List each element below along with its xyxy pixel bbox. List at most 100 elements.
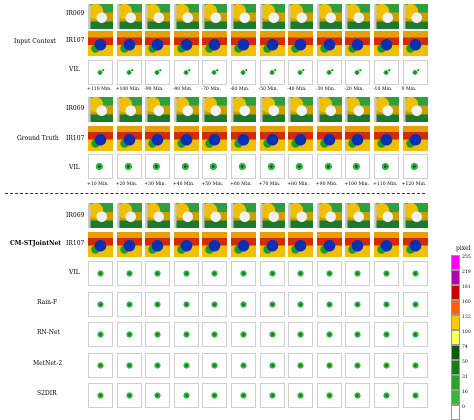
tile-ir107-model	[316, 232, 342, 257]
tile-vil-rainf	[288, 292, 314, 317]
tile-vil-rainf	[145, 292, 171, 317]
tile-ir069-input	[88, 4, 113, 29]
colorbar-tick-label: 255	[462, 255, 471, 260]
tile-vil-model	[288, 261, 314, 286]
tile-ir107-model	[345, 232, 371, 257]
tile-vil-s2dir	[231, 383, 256, 408]
tile-ir069-model	[88, 203, 113, 228]
tile-ir069-model	[116, 203, 142, 228]
tile-vil-gt	[316, 154, 342, 179]
tile-vil-metnet2	[374, 353, 399, 378]
input-time-label-1: +100 Min.	[115, 87, 141, 92]
tile-vil-s2dir	[202, 383, 228, 408]
output-time-label-1: +20 Min.	[115, 182, 138, 187]
tile-ir107-gt	[374, 126, 399, 151]
tile-vil-s2dir	[374, 383, 399, 408]
tile-vil-model	[173, 261, 199, 286]
tile-ir069-model	[316, 203, 342, 228]
section-divider	[5, 193, 425, 194]
tile-vil-metnet2	[202, 353, 228, 378]
output-time-label-5: +60 Min.	[230, 182, 252, 187]
tile-vil-s2dir	[259, 383, 285, 408]
colorbar-tick-label: 31	[462, 375, 468, 380]
tile-ir107-model	[288, 232, 314, 257]
tile-ir107-gt	[173, 126, 199, 151]
tile-ir069-model	[288, 203, 314, 228]
tile-ir069-gt	[145, 97, 171, 122]
tile-ir107-gt	[145, 126, 171, 151]
tile-vil-input	[402, 60, 428, 85]
tile-ir107-input	[374, 31, 399, 56]
tile-ir069-model	[202, 203, 228, 228]
tile-ir069-gt	[374, 97, 399, 122]
tile-ir107-input	[259, 31, 285, 56]
input-time-label-5: -60 Min.	[230, 87, 250, 92]
tile-vil-rainf	[345, 292, 371, 317]
colorbar-tick-label: 59	[462, 360, 468, 365]
section-label-input-context: Input Context	[14, 38, 57, 45]
tile-ir069-model	[374, 203, 399, 228]
tile-ir107-input	[173, 31, 199, 56]
tile-ir107-model	[374, 232, 399, 257]
tile-ir069-gt	[288, 97, 314, 122]
tile-vil-s2dir	[116, 383, 142, 408]
tile-vil-s2dir	[288, 383, 314, 408]
tile-ir107-gt	[259, 126, 285, 151]
colorbar-swatch	[451, 405, 460, 420]
tile-vil-gt	[402, 154, 428, 179]
output-time-label-9: +100 Min.	[344, 182, 370, 187]
tile-ir107-model	[173, 232, 199, 257]
colorbar-tick-label: 74	[462, 345, 468, 350]
input-time-label-11: 0 Min.	[401, 87, 417, 92]
tile-vil-rnnet	[88, 322, 113, 347]
tile-vil-rnnet	[202, 322, 228, 347]
tile-ir069-gt	[173, 97, 199, 122]
row-label-ir107-model: IR107	[66, 240, 85, 247]
colorbar-swatch	[451, 270, 460, 285]
section-label-model: CM-STJointNet	[10, 240, 62, 247]
tile-vil-model	[145, 261, 171, 286]
tile-vil-input	[259, 60, 285, 85]
tile-ir069-model	[345, 203, 371, 228]
tile-ir107-input	[288, 31, 314, 56]
colorbar-swatch	[451, 255, 460, 270]
tile-vil-rainf	[202, 292, 228, 317]
tile-vil-rainf	[402, 292, 428, 317]
row-label-ir069-model: IR069	[66, 212, 85, 219]
tile-vil-rainf	[231, 292, 256, 317]
tile-ir107-model	[402, 232, 428, 257]
tile-vil-gt	[145, 154, 171, 179]
input-time-label-2: -90 Min.	[144, 87, 164, 92]
input-time-label-9: -20 Min.	[344, 87, 364, 92]
tile-ir069-input	[173, 4, 199, 29]
tile-vil-model	[231, 261, 256, 286]
tile-ir069-gt	[88, 97, 113, 122]
output-time-label-11: +120 Min.	[401, 182, 427, 187]
tile-vil-input	[231, 60, 256, 85]
tile-vil-rnnet	[316, 322, 342, 347]
tile-ir069-input	[402, 4, 428, 29]
tile-vil-model	[374, 261, 399, 286]
tile-vil-input	[345, 60, 371, 85]
tile-vil-metnet2	[345, 353, 371, 378]
tile-vil-metnet2	[316, 353, 342, 378]
tile-vil-metnet2	[259, 353, 285, 378]
row-label-vil-gt: VIL	[69, 164, 80, 171]
row-label-rainf: Rain-F	[37, 299, 58, 306]
tile-vil-metnet2	[145, 353, 171, 378]
tile-vil-rainf	[173, 292, 199, 317]
tile-ir069-model	[173, 203, 199, 228]
tile-ir069-input	[116, 4, 142, 29]
tile-vil-rnnet	[231, 322, 256, 347]
tile-ir069-model	[259, 203, 285, 228]
tile-vil-input	[316, 60, 342, 85]
colorbar-tick-label: 181	[462, 285, 471, 290]
tile-ir107-input	[345, 31, 371, 56]
output-time-label-6: +70 Min.	[258, 182, 281, 187]
tile-vil-metnet2	[288, 353, 314, 378]
tile-ir069-input	[288, 4, 314, 29]
tile-ir107-gt	[231, 126, 256, 151]
input-time-label-6: -50 Min.	[258, 87, 279, 92]
tile-ir107-gt	[288, 126, 314, 151]
tile-ir107-gt	[316, 126, 342, 151]
